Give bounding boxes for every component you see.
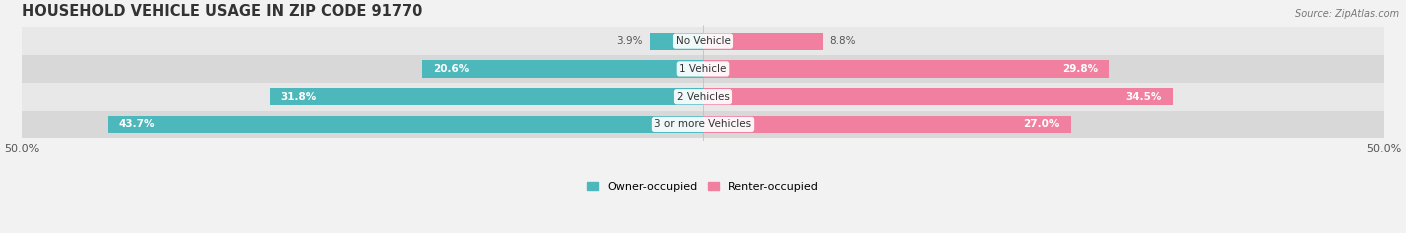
Legend: Owner-occupied, Renter-occupied: Owner-occupied, Renter-occupied [582,177,824,196]
Text: 20.6%: 20.6% [433,64,470,74]
Text: No Vehicle: No Vehicle [675,36,731,46]
Bar [703,88,1173,105]
Text: 3 or more Vehicles: 3 or more Vehicles [654,120,752,130]
Text: 8.8%: 8.8% [830,36,856,46]
Bar [650,33,703,50]
Bar [21,111,1385,138]
Bar [422,60,703,78]
Text: 34.5%: 34.5% [1126,92,1163,102]
Text: 3.9%: 3.9% [617,36,643,46]
Text: Source: ZipAtlas.com: Source: ZipAtlas.com [1295,9,1399,19]
Bar [21,27,1385,55]
Bar [21,55,1385,83]
Text: 2 Vehicles: 2 Vehicles [676,92,730,102]
Bar [108,116,703,133]
Bar [270,88,703,105]
Bar [703,116,1071,133]
Text: HOUSEHOLD VEHICLE USAGE IN ZIP CODE 91770: HOUSEHOLD VEHICLE USAGE IN ZIP CODE 9177… [21,4,422,19]
Text: 31.8%: 31.8% [281,92,316,102]
Text: 27.0%: 27.0% [1024,120,1060,130]
Text: 43.7%: 43.7% [118,120,155,130]
Bar [21,83,1385,111]
Bar [703,60,1109,78]
Text: 1 Vehicle: 1 Vehicle [679,64,727,74]
Bar [703,33,823,50]
Text: 29.8%: 29.8% [1062,64,1098,74]
